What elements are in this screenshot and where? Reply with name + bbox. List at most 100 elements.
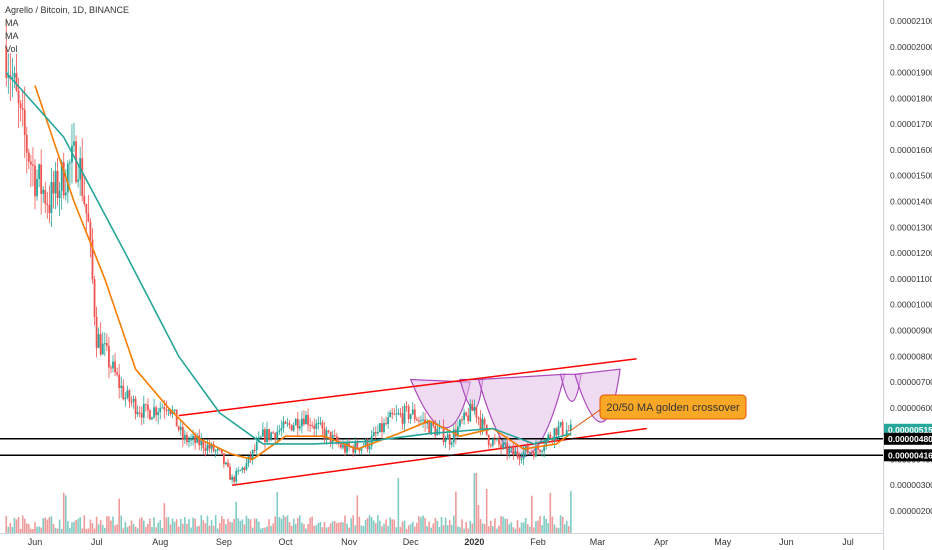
volume-bars: [5, 473, 572, 533]
candle-body: [473, 407, 476, 411]
volume-bar: [411, 521, 414, 533]
volume-bar: [159, 519, 162, 533]
volume-bar: [81, 528, 84, 533]
volume-bar: [436, 520, 439, 533]
volume-bar: [327, 526, 330, 533]
volume-bar: [448, 520, 451, 533]
candle-body: [459, 419, 461, 427]
volume-bar: [518, 527, 521, 533]
candle-body: [220, 449, 223, 454]
volume-bar: [251, 527, 254, 533]
volume-bar: [311, 516, 313, 533]
volume-bar: [290, 525, 293, 533]
volume-bar: [122, 528, 125, 533]
symbol-title[interactable]: Agrello / Bitcoin, 1D, BINANCE: [5, 5, 130, 15]
volume-bar: [36, 526, 38, 533]
volume-bar: [264, 527, 266, 533]
volume-bar: [204, 523, 207, 533]
volume-bar: [143, 520, 145, 533]
price-tick-label: 0.00000300: [890, 480, 932, 490]
volume-bar: [216, 528, 219, 533]
volume-bar: [225, 524, 227, 533]
volume-bar: [498, 525, 500, 533]
volume-bar: [190, 527, 192, 533]
volume-bar: [5, 515, 8, 533]
candle-body: [186, 434, 188, 443]
volume-bar: [565, 520, 568, 533]
volume-bar: [366, 517, 369, 533]
ma-slow-legend[interactable]: MA: [5, 31, 19, 41]
candle-body: [64, 192, 67, 196]
volume-bar: [570, 491, 572, 533]
candle-body: [69, 162, 71, 164]
candle-body: [535, 445, 537, 457]
candle-body: [95, 317, 98, 348]
candle-body: [479, 417, 482, 430]
candle-body: [413, 409, 416, 420]
candle-body: [356, 441, 359, 449]
candle-body: [409, 414, 412, 419]
candle-body: [282, 421, 285, 429]
volume-bar: [292, 518, 295, 533]
candle-body: [512, 447, 515, 456]
volume-bar: [370, 517, 373, 533]
candle-body: [368, 446, 371, 450]
candle-body: [543, 446, 546, 451]
candle-body: [243, 467, 246, 470]
ma-fast-legend[interactable]: MA: [5, 18, 19, 28]
volume-bar: [210, 520, 213, 533]
callout-pointer: [569, 406, 605, 432]
candle-body: [296, 418, 299, 429]
candle-body: [264, 429, 266, 442]
candle-body: [190, 438, 192, 441]
volume-bar: [192, 517, 194, 533]
candle-body: [292, 425, 295, 431]
candle-body: [549, 434, 552, 439]
volume-bar: [206, 515, 209, 533]
volume-legend[interactable]: Vol: [5, 44, 18, 54]
volume-bar: [424, 517, 426, 533]
volume-bar: [467, 528, 469, 533]
candle-body: [545, 439, 548, 447]
volume-bar: [457, 526, 459, 533]
candle-body: [120, 385, 123, 389]
candle-body: [565, 430, 568, 435]
candle-body: [463, 412, 465, 421]
candle-body: [358, 448, 361, 451]
volume-bar: [188, 519, 190, 533]
candle-body: [77, 179, 80, 182]
volume-bar: [101, 524, 104, 533]
price-tick-label: 0.00000600: [890, 403, 932, 413]
candle-body: [194, 435, 197, 443]
candle-body: [465, 412, 468, 416]
candle-body: [46, 203, 49, 206]
volume-bar: [257, 521, 260, 533]
candle-body: [192, 435, 194, 439]
volume-bar: [153, 517, 155, 533]
candle-body: [401, 413, 404, 424]
candle-body: [23, 109, 26, 135]
candle-body: [426, 421, 429, 424]
price-axis[interactable]: 0.000002000.000003000.000004000.00000500…: [883, 0, 932, 550]
volume-bar: [477, 505, 480, 533]
candle-body: [175, 409, 178, 427]
candle-body: [553, 428, 556, 441]
candle-body: [91, 239, 94, 280]
price-tick-label: 0.00001200: [890, 248, 932, 258]
volume-bar: [469, 520, 472, 533]
volume-bar: [483, 523, 486, 533]
channel-upper-line: [178, 358, 637, 417]
candle-body: [483, 419, 486, 425]
volume-bar: [200, 515, 203, 533]
candle-body: [496, 438, 498, 440]
candle-body: [454, 429, 457, 437]
time-axis[interactable]: Jun Jul Aug Sep Oct Nov Dec 2020 Feb Mar Apr May Jun…: [0, 533, 883, 548]
volume-bar: [286, 515, 289, 533]
volume-bar: [557, 527, 560, 533]
volume-bar: [340, 522, 342, 533]
candle-body: [60, 162, 63, 191]
candle-body: [118, 374, 121, 389]
candle-body: [561, 422, 564, 435]
volume-bar: [120, 515, 123, 533]
